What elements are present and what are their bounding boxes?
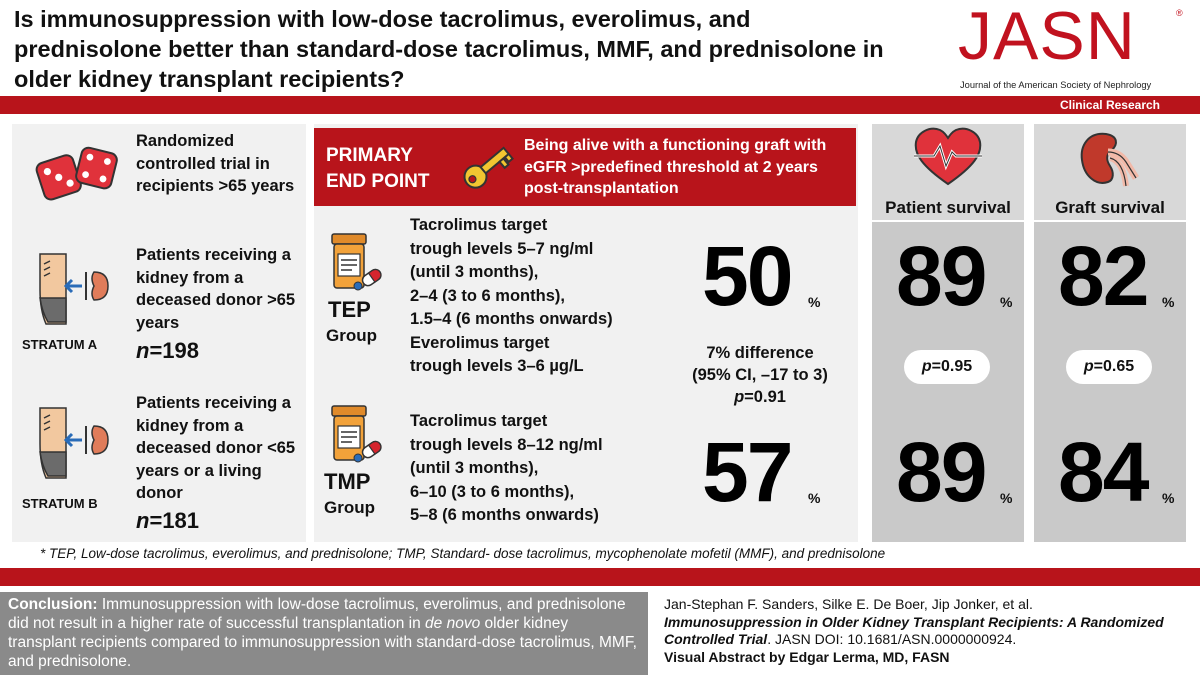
- registered-mark: ®: [1176, 8, 1183, 18]
- percent-sign: %: [808, 294, 821, 310]
- journal-name: Journal of the American Society of Nephr…: [960, 80, 1152, 90]
- kidney-donor-icon: [32, 404, 112, 482]
- percent-sign: %: [1000, 490, 1013, 506]
- citation: Jan-Stephan F. Sanders, Silke E. De Boer…: [664, 596, 1194, 666]
- patient-survival-p-value: p=0.95: [904, 350, 990, 384]
- kidney-icon: [1078, 128, 1140, 190]
- tmp-regimen: Tacrolimus target trough levels 8–12 ng/…: [410, 412, 603, 524]
- difference-summary: 7% difference (95% CI, –17 to 3) p=0.91: [692, 344, 828, 406]
- tep-primary-value: 50: [702, 229, 793, 323]
- tmp-primary-value: 57: [702, 425, 793, 519]
- tep-group-name: TEP: [328, 297, 371, 322]
- primary-endpoint-text: Being alive with a functioning graft wit…: [524, 137, 827, 197]
- key-icon: [456, 136, 518, 198]
- article-doi: . JASN DOI: 10.1681/ASN.0000000924.: [767, 631, 1017, 647]
- kidney-donor-icon: [32, 250, 112, 328]
- stratum-b-n: n=181: [136, 508, 200, 533]
- tmp-group-sub: Group: [324, 498, 375, 517]
- tep-group-sub: Group: [326, 326, 377, 345]
- dice-icon: [30, 140, 120, 202]
- tmp-group-name: TMP: [324, 469, 371, 494]
- header-bar: [0, 96, 1200, 114]
- stratum-b-label: STRATUM B: [22, 496, 98, 511]
- heart-icon: [912, 126, 984, 188]
- footer-bar: [0, 568, 1200, 586]
- patient-survival-heading: Patient survival: [885, 198, 1011, 217]
- conclusion-label: Conclusion:: [8, 596, 98, 613]
- primary-endpoint-box: [314, 128, 856, 206]
- article-title: Immunosuppression in Older Kidney Transp…: [664, 613, 1164, 648]
- tep-graft-survival: 82: [1058, 229, 1149, 323]
- citation-authors: Jan-Stephan F. Sanders, Silke E. De Boer…: [664, 596, 1033, 612]
- study-design-text: Randomized controlled trial in recipient…: [136, 132, 295, 195]
- pill-bottle-icon: [328, 404, 384, 464]
- tep-regimen: Tacrolimus target trough levels 5–7 ng/m…: [410, 216, 613, 375]
- graft-survival-heading: Graft survival: [1055, 198, 1165, 217]
- conclusion-box: Conclusion: Immunosuppression with low-d…: [0, 592, 648, 675]
- percent-sign: %: [1000, 294, 1013, 310]
- stratum-b-text: Patients receiving a kidney from a decea…: [136, 394, 296, 502]
- primary-endpoint-label: PRIMARY END POINT: [326, 145, 430, 192]
- page-title: Is immunosuppression with low-dose tacro…: [14, 6, 884, 92]
- stratum-a-text: Patients receiving a kidney from a decea…: [136, 246, 296, 332]
- stratum-a-n: n=198: [136, 338, 200, 363]
- percent-sign: %: [1162, 294, 1175, 310]
- abbreviations-footnote: * TEP, Low-dose tacrolimus, everolimus, …: [40, 546, 886, 561]
- stratum-a-label: STRATUM A: [22, 337, 98, 352]
- graft-survival-p-value: p=0.65: [1066, 350, 1152, 384]
- jasn-logo: JASN: [958, 0, 1136, 74]
- tep-patient-survival: 89: [896, 229, 987, 323]
- tmp-graft-survival: 84: [1058, 425, 1149, 519]
- visual-abstract-credit: Visual Abstract by Edgar Lerma, MD, FASN: [664, 648, 950, 665]
- pill-bottle-icon: [328, 232, 384, 292]
- tmp-patient-survival: 89: [896, 425, 987, 519]
- percent-sign: %: [1162, 490, 1175, 506]
- percent-sign: %: [808, 490, 821, 506]
- category-label: Clinical Research: [1059, 98, 1160, 112]
